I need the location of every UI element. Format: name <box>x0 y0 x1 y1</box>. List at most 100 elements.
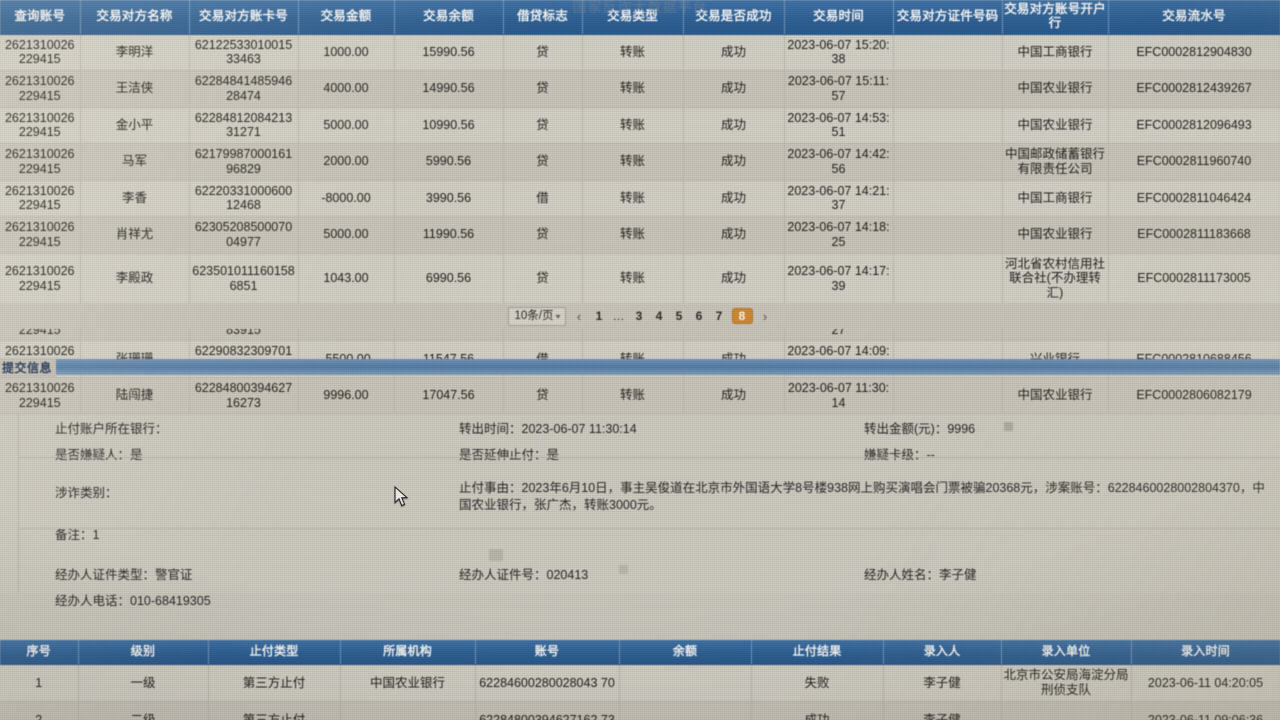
cell-counterparty-id-no <box>893 180 1003 217</box>
info-row-3: 是否嫌疑人：是 是否延伸止付：是 嫌疑卡级：-- <box>19 439 1280 465</box>
cell-counterparty-bank: 中国邮政储蓄银行有限责任公司 <box>1002 143 1109 181</box>
col-transaction-type[interactable]: 交易类型 <box>582 0 684 35</box>
cell-amount: 5000.00 <box>298 216 395 254</box>
page-button-4[interactable]: 4 <box>655 309 663 323</box>
col-account-no[interactable]: 账号 <box>475 640 620 665</box>
cell-success-flag: 成功 <box>683 70 785 108</box>
col-record-balance[interactable]: 余额 <box>619 640 752 665</box>
cell-amount: 9996.00 <box>298 377 395 415</box>
stop-payment-records-table: 序号 级别 止付类型 所属机构 账号 余额 止付结果 录入人 录入单位 录入时间… <box>0 640 1280 720</box>
cell-debit-credit-flag: 贷 <box>503 216 583 254</box>
cell-counterparty-name: 马军 <box>80 143 190 181</box>
cell-transaction-type: 转账 <box>582 377 684 415</box>
transaction-row[interactable]: 2621310026229415 李香 6222033100060012468 -80… <box>0 180 1280 217</box>
page-button-5[interactable]: 5 <box>675 309 683 323</box>
transaction-row[interactable]: 2621310026229415 陆闯捷 6228480039462716273 99… <box>0 377 1280 415</box>
col-counterparty-bank[interactable]: 交易对方账号开户行 <box>1002 0 1109 35</box>
col-level[interactable]: 级别 <box>78 640 209 665</box>
cell-counterparty-name: 王洁侠 <box>80 70 190 108</box>
cell-transaction-time: 2023-06-07 14:21:37 <box>784 180 894 217</box>
cell-transaction-type: 转账 <box>582 34 684 71</box>
cell-operator: 李子健 <box>883 664 1002 702</box>
cell-counterparty-bank: 中国农业银行 <box>1002 377 1109 415</box>
next-page-button[interactable]: › <box>762 308 768 324</box>
cell-transaction-type: 转账 <box>582 216 684 254</box>
cell-transaction-type: 转账 <box>582 180 684 217</box>
col-counterparty-card[interactable]: 交易对方账卡号 <box>189 0 299 35</box>
cell-unit <box>1001 701 1132 720</box>
cell-balance: 14990.56 <box>394 70 504 108</box>
field-officer-name: 经办人姓名：李子健 <box>864 568 977 582</box>
field-remark: 备注：1 <box>55 528 100 542</box>
col-org[interactable]: 所属机构 <box>340 640 476 665</box>
cell-counterparty-bank: 中国工商银行 <box>1002 180 1109 217</box>
transactions-header-row: 查询账号 交易对方名称 交易对方账卡号 交易金额 交易余额 借贷标志 交易类型 … <box>0 0 1280 35</box>
cell-serial-no: EFC0002811173005 <box>1108 253 1280 305</box>
col-counterparty-name[interactable]: 交易对方名称 <box>80 0 190 35</box>
transaction-row[interactable]: 2621310026229415 金小平 6228481208421331271 50… <box>0 107 1280 144</box>
col-success-flag[interactable]: 交易是否成功 <box>683 0 785 35</box>
page-button-3[interactable]: 3 <box>635 309 643 323</box>
cell-entry-time: 2023-06-11 09:06:36 <box>1131 701 1280 720</box>
cell-balance: 10990.56 <box>394 107 504 144</box>
cell-counterparty-name: 陆闯捷 <box>80 377 190 415</box>
col-amount[interactable]: 交易金额 <box>298 0 395 35</box>
cell-counterparty-id-no <box>893 216 1003 254</box>
info-row-4: 涉诈类别： 止付事由：2023年6月10日，事主吴俊道在北京市外国语大学8号楼9… <box>19 477 1280 519</box>
cell-account-no: 62284800394627162 73 <box>475 701 620 720</box>
cell-counterparty-name: 肖祥尤 <box>80 216 190 254</box>
page-button-8[interactable]: 8 <box>732 309 752 323</box>
field-officer-id-type: 经办人证件类型：警官证 <box>55 568 193 582</box>
field-transfer-amount: 转出金额(元)：9996 <box>864 418 1013 437</box>
cell-counterparty-bank: 中国农业银行 <box>1002 70 1109 108</box>
col-entry-time[interactable]: 录入时间 <box>1131 640 1280 665</box>
cell-query-account: 2621310026229415 <box>0 180 81 217</box>
cell-balance: 6990.56 <box>394 253 504 305</box>
cell-amount: 1000.00 <box>298 34 395 71</box>
col-debit-credit-flag[interactable]: 借贷标志 <box>503 0 583 35</box>
smudge-artifact-3 <box>619 565 628 574</box>
col-index[interactable]: 序号 <box>0 640 79 665</box>
page-button-1[interactable]: 1 <box>595 309 603 323</box>
page-button-6[interactable]: 6 <box>695 309 703 323</box>
col-query-account[interactable]: 查询账号 <box>0 0 81 35</box>
transaction-row[interactable]: 2621310026229415 李殿政 6235010111601586851 10… <box>0 253 1280 305</box>
col-stop-result[interactable]: 止付结果 <box>751 640 884 665</box>
col-stop-type[interactable]: 止付类型 <box>208 640 341 665</box>
col-balance[interactable]: 交易余额 <box>394 0 504 35</box>
cell-record-balance <box>619 664 752 702</box>
record-row[interactable]: 1 一级 第三方止付 中国农业银行 62284600280028043 70 失败 李子健北… <box>0 664 1280 702</box>
cell-counterparty-card: 6222033100060012468 <box>189 180 299 217</box>
prev-page-button[interactable]: ‹ <box>576 308 582 324</box>
col-serial-no[interactable]: 交易流水号 <box>1108 0 1280 35</box>
field-officer-id-no: 经办人证件号：020413 <box>459 564 628 583</box>
cell-operator: 李子健 <box>883 701 1002 720</box>
cell-counterparty-id-no <box>893 70 1003 108</box>
transaction-row[interactable]: 2621310026229415 王洁侠 6228484148594628474 40… <box>0 70 1280 108</box>
cell-counterparty-bank: 河北省农村信用社联合社(不办理转汇) <box>1002 253 1109 305</box>
page-size-selector[interactable]: 10条/页 ▾ <box>508 306 566 326</box>
cell-serial-no: EFC0002806082179 <box>1108 377 1280 415</box>
cell-stop-type: 第三方止付 <box>208 701 341 720</box>
col-unit[interactable]: 录入单位 <box>1001 640 1132 665</box>
info-row-5: 备注：1 <box>19 519 1280 561</box>
transaction-row[interactable]: 2621310026229415 马军 6217998700016196829 200… <box>0 143 1280 181</box>
transaction-row[interactable]: 2621310026229415 李明洋 6212253301001533463 10… <box>0 34 1280 71</box>
cell-counterparty-card: 6212253301001533463 <box>189 34 299 71</box>
transactions-table: 查询账号 交易对方名称 交易对方账卡号 交易金额 交易余额 借贷标志 交易类型 … <box>0 0 1280 415</box>
page-size-label: 10条/页 <box>514 309 554 322</box>
cell-counterparty-card: 6228484148594628474 <box>189 70 299 108</box>
transaction-row[interactable]: 2621310026229415 肖祥尤 6230520850007004977 50… <box>0 216 1280 254</box>
records-header-row: 序号 级别 止付类型 所属机构 账号 余额 止付结果 录入人 录入单位 录入时间 <box>0 640 1280 665</box>
cell-stop-result: 失败 <box>751 664 884 702</box>
col-counterparty-id-no[interactable]: 交易对方证件号码 <box>893 0 1003 35</box>
cell-serial-no: EFC0002812439267 <box>1108 70 1280 108</box>
col-transaction-time[interactable]: 交易时间 <box>784 0 894 35</box>
cell-amount: 5000.00 <box>298 107 395 144</box>
col-operator[interactable]: 录入人 <box>883 640 1002 665</box>
cell-transaction-type: 转账 <box>582 253 684 305</box>
record-row[interactable]: 2 二级 第三方止付 62284800394627162 73 成功 李子健 2023-06… <box>0 701 1280 720</box>
submit-info-section-bar: 提交信息 <box>0 358 1280 377</box>
page-button-7[interactable]: 7 <box>715 309 723 323</box>
cell-counterparty-card: 6228481208421331271 <box>189 107 299 144</box>
